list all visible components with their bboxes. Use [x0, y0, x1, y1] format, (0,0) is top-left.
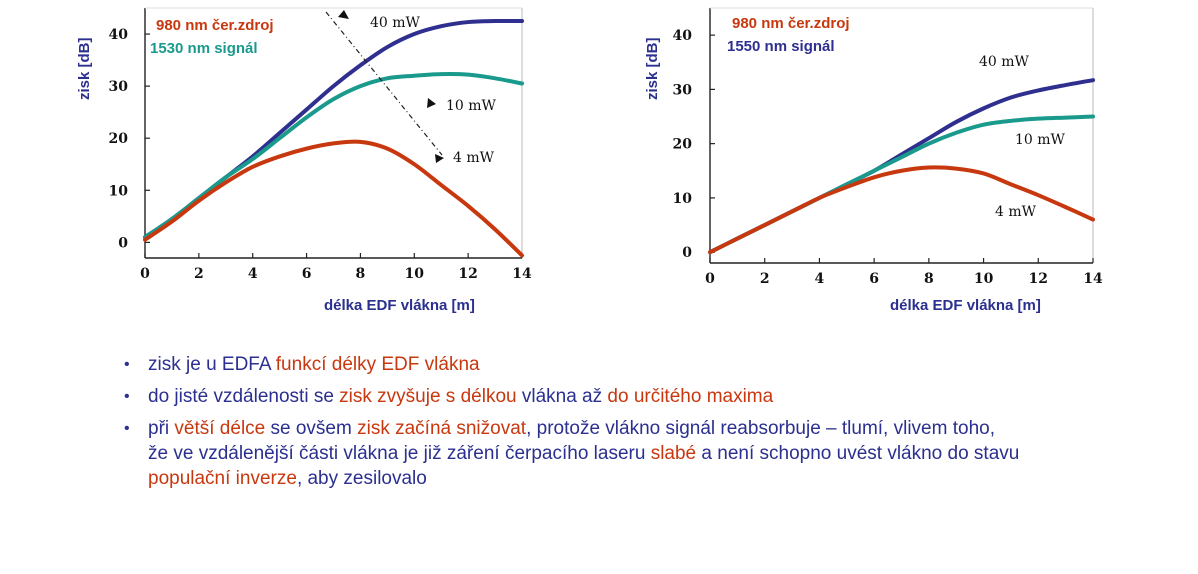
x-axis-label: délka EDF vlákna [m] — [890, 297, 1041, 314]
dashed-arrow-line — [325, 11, 443, 156]
x-axis-label: délka EDF vlákna [m] — [324, 297, 475, 314]
bullet-text-segment: slabé — [650, 443, 697, 464]
bullet-list: • zisk je u EDFA funkcí délky EDF vlákna … — [120, 352, 1020, 498]
x-tick-label: 4 — [248, 266, 258, 282]
bullet-item: • zisk je u EDFA funkcí délky EDF vlákna — [120, 352, 1020, 377]
legend-pump-label: 980 nm čer.zdroj — [156, 17, 274, 34]
y-tick-label: 40 — [109, 27, 129, 43]
x-tick-label: 14 — [512, 266, 532, 282]
bullet-dot-icon: • — [124, 420, 130, 437]
bullet-text-segment: zisk je u EDFA — [148, 354, 276, 375]
x-tick-label: 6 — [302, 266, 312, 282]
annotation-label: 4 mW — [453, 150, 495, 166]
y-axis-label: zisk [dB] — [644, 37, 661, 100]
chart-left-svg: 0 2 4 6 8 10 12 14 0 10 20 30 40 40 mW 10 mW 4 mW — [109, 7, 532, 282]
x-tick-label: 12 — [1029, 271, 1048, 287]
bullet-text-segment: při — [148, 418, 175, 439]
x-tick-label: 8 — [924, 271, 934, 287]
y-tick-label: 40 — [673, 28, 693, 44]
bullet-text-segment: větší délce — [174, 418, 266, 439]
series-line-4-mw — [708, 165, 1095, 255]
legend-signal-label: 1550 nm signál — [727, 38, 835, 55]
annotation-label: 10 mW — [446, 98, 497, 114]
bullet-text-segment: a není schopno uvést vlákno do stavu — [696, 443, 1020, 464]
y-axis-label: zisk [dB] — [76, 37, 93, 100]
bullet-item: • do jisté vzdálenosti se zisk zvyšuje s … — [120, 384, 1020, 409]
chart-left: 0 2 4 6 8 10 12 14 0 10 20 30 40 40 mW 10 mW 4 mW 980 n… — [70, 0, 540, 330]
annotation-label: 40 mW — [370, 15, 421, 31]
bullet-text-segment: funkcí délky EDF vlákna — [275, 354, 480, 375]
bullet-text-segment: zisk začíná snižovat — [357, 418, 527, 439]
arrow-head-icon — [435, 154, 444, 163]
bullet-text-segment: se ovšem — [265, 418, 358, 439]
bullet-text-segment: , protože vlákno signál reabsorbuje – tl… — [148, 418, 995, 464]
bullet-item: • při větší délce se ovšem zisk začíná sn… — [120, 416, 1020, 491]
y-tick-label: 30 — [109, 79, 129, 95]
series-line-4-mw — [143, 139, 524, 258]
x-tick-label: 2 — [194, 266, 204, 282]
legend-signal-label: 1530 nm signál — [150, 40, 258, 57]
x-tick-label: 10 — [405, 266, 425, 282]
x-tick-label: 14 — [1083, 271, 1103, 287]
y-tick-label: 0 — [682, 245, 692, 261]
y-tick-label: 20 — [673, 137, 693, 153]
x-tick-label: 0 — [140, 266, 150, 282]
bullet-text-segment: populační inverze — [148, 468, 297, 489]
chart-right-svg: 0 2 4 6 8 10 12 14 0 10 20 30 40 40 mW 10 mW 4 mW — [673, 7, 1103, 287]
legend-pump-label: 980 nm čer.zdroj — [732, 15, 850, 32]
y-tick-label: 30 — [673, 82, 693, 98]
annotation-label: 40 mW — [979, 54, 1030, 70]
x-tick-label: 6 — [869, 271, 879, 287]
y-tick-label: 10 — [109, 183, 129, 199]
chart-right: 0 2 4 6 8 10 12 14 0 10 20 30 40 40 mW 10 mW 4 mW 980 n… — [640, 0, 1110, 330]
x-tick-label: 12 — [458, 266, 477, 282]
x-tick-label: 2 — [760, 271, 770, 287]
series-line-40-mw — [708, 78, 1095, 255]
series-line-10-mw — [143, 72, 524, 240]
arrow-head-icon — [427, 98, 436, 108]
bullet-text-segment: vlákna až — [516, 386, 608, 407]
y-tick-label: 10 — [673, 191, 693, 207]
y-tick-label: 0 — [118, 235, 128, 251]
bullet-text-segment: , aby zesilovalo — [296, 468, 427, 489]
bullet-dot-icon: • — [124, 356, 130, 373]
bullet-text-segment: do jisté vzdálenosti se — [148, 386, 340, 407]
x-tick-label: 8 — [356, 266, 366, 282]
y-tick-label: 20 — [109, 131, 129, 147]
x-tick-label: 4 — [815, 271, 825, 287]
bullet-text-segment: do určitého maxima — [607, 386, 774, 407]
x-tick-label: 10 — [974, 271, 994, 287]
bullet-text-segment: zisk zvyšuje s délkou — [339, 386, 517, 407]
arrow-head-icon — [338, 10, 349, 19]
annotation-label: 10 mW — [1015, 132, 1066, 148]
bullet-dot-icon: • — [124, 388, 130, 405]
x-tick-label: 0 — [705, 271, 715, 287]
annotation-label: 4 mW — [995, 204, 1037, 220]
